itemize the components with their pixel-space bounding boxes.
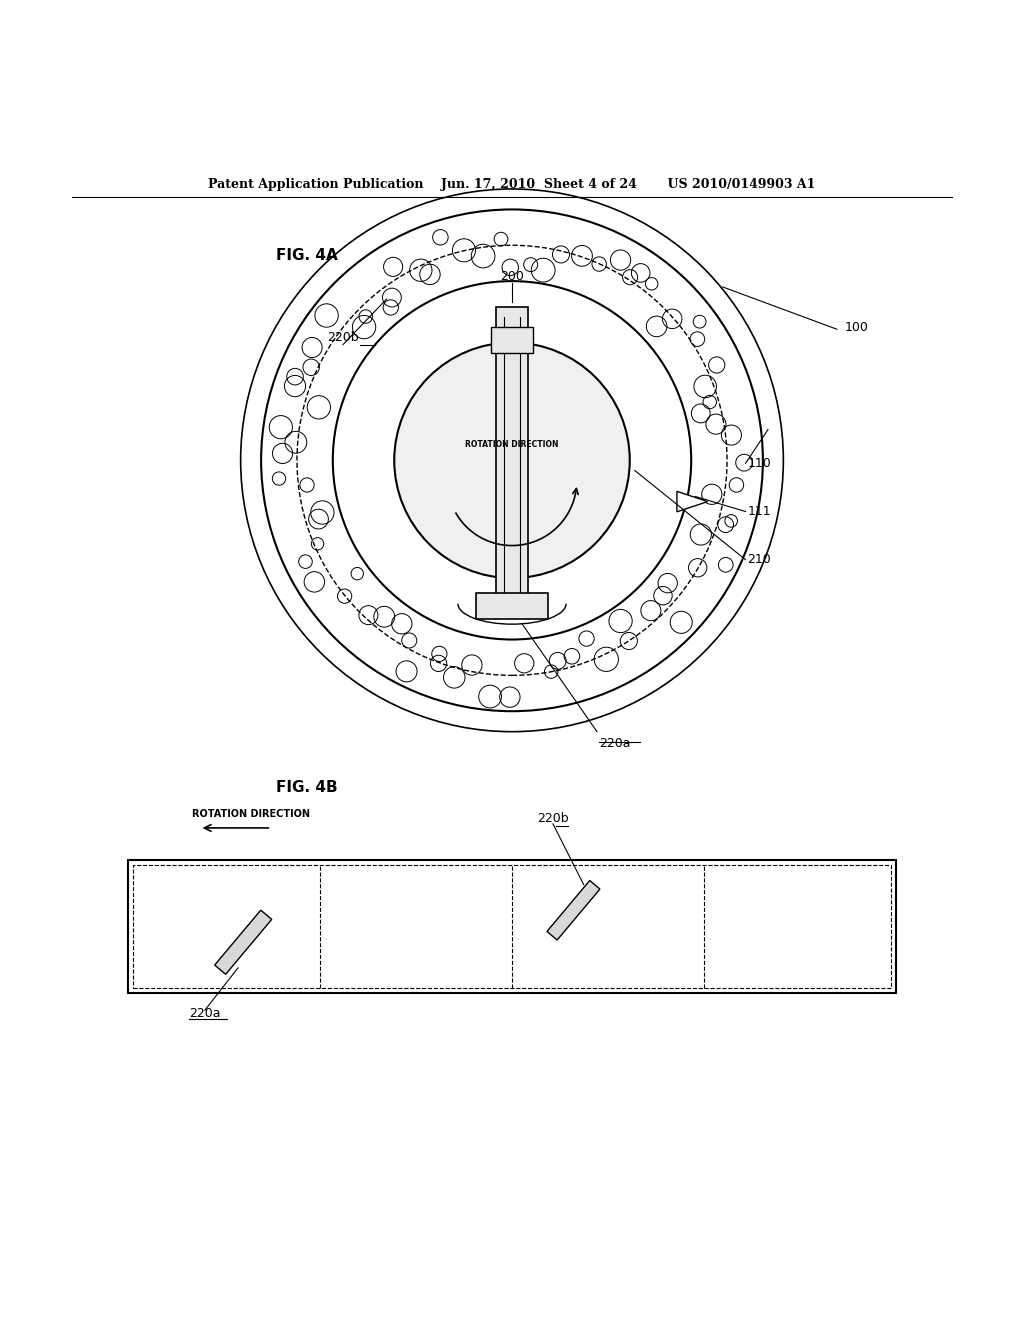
Text: ROTATION DIRECTION: ROTATION DIRECTION [465, 441, 559, 449]
Text: 111: 111 [748, 506, 771, 517]
Bar [476, 594, 548, 619]
Text: FIG. 4A: FIG. 4A [276, 248, 338, 263]
Polygon shape [215, 911, 271, 974]
Text: 100: 100 [845, 321, 868, 334]
Text: 210: 210 [748, 553, 771, 566]
Polygon shape [677, 491, 708, 512]
Text: 110: 110 [748, 457, 771, 470]
Bar [133, 865, 891, 987]
Bar [490, 327, 534, 352]
Circle shape [394, 343, 630, 578]
Text: ROTATION DIRECTION: ROTATION DIRECTION [191, 809, 310, 818]
Text: 220b: 220b [328, 331, 358, 345]
Polygon shape [547, 880, 600, 940]
Bar [128, 859, 896, 993]
Text: Patent Application Publication    Jun. 17, 2010  Sheet 4 of 24       US 2010/014: Patent Application Publication Jun. 17, … [208, 178, 816, 191]
Text: 220b: 220b [538, 812, 569, 825]
Text: 220a: 220a [189, 1007, 221, 1020]
Text: 200: 200 [500, 269, 524, 282]
Text: FIG. 4B: FIG. 4B [276, 780, 338, 796]
Bar [496, 306, 528, 614]
Text: 220a: 220a [599, 737, 631, 750]
